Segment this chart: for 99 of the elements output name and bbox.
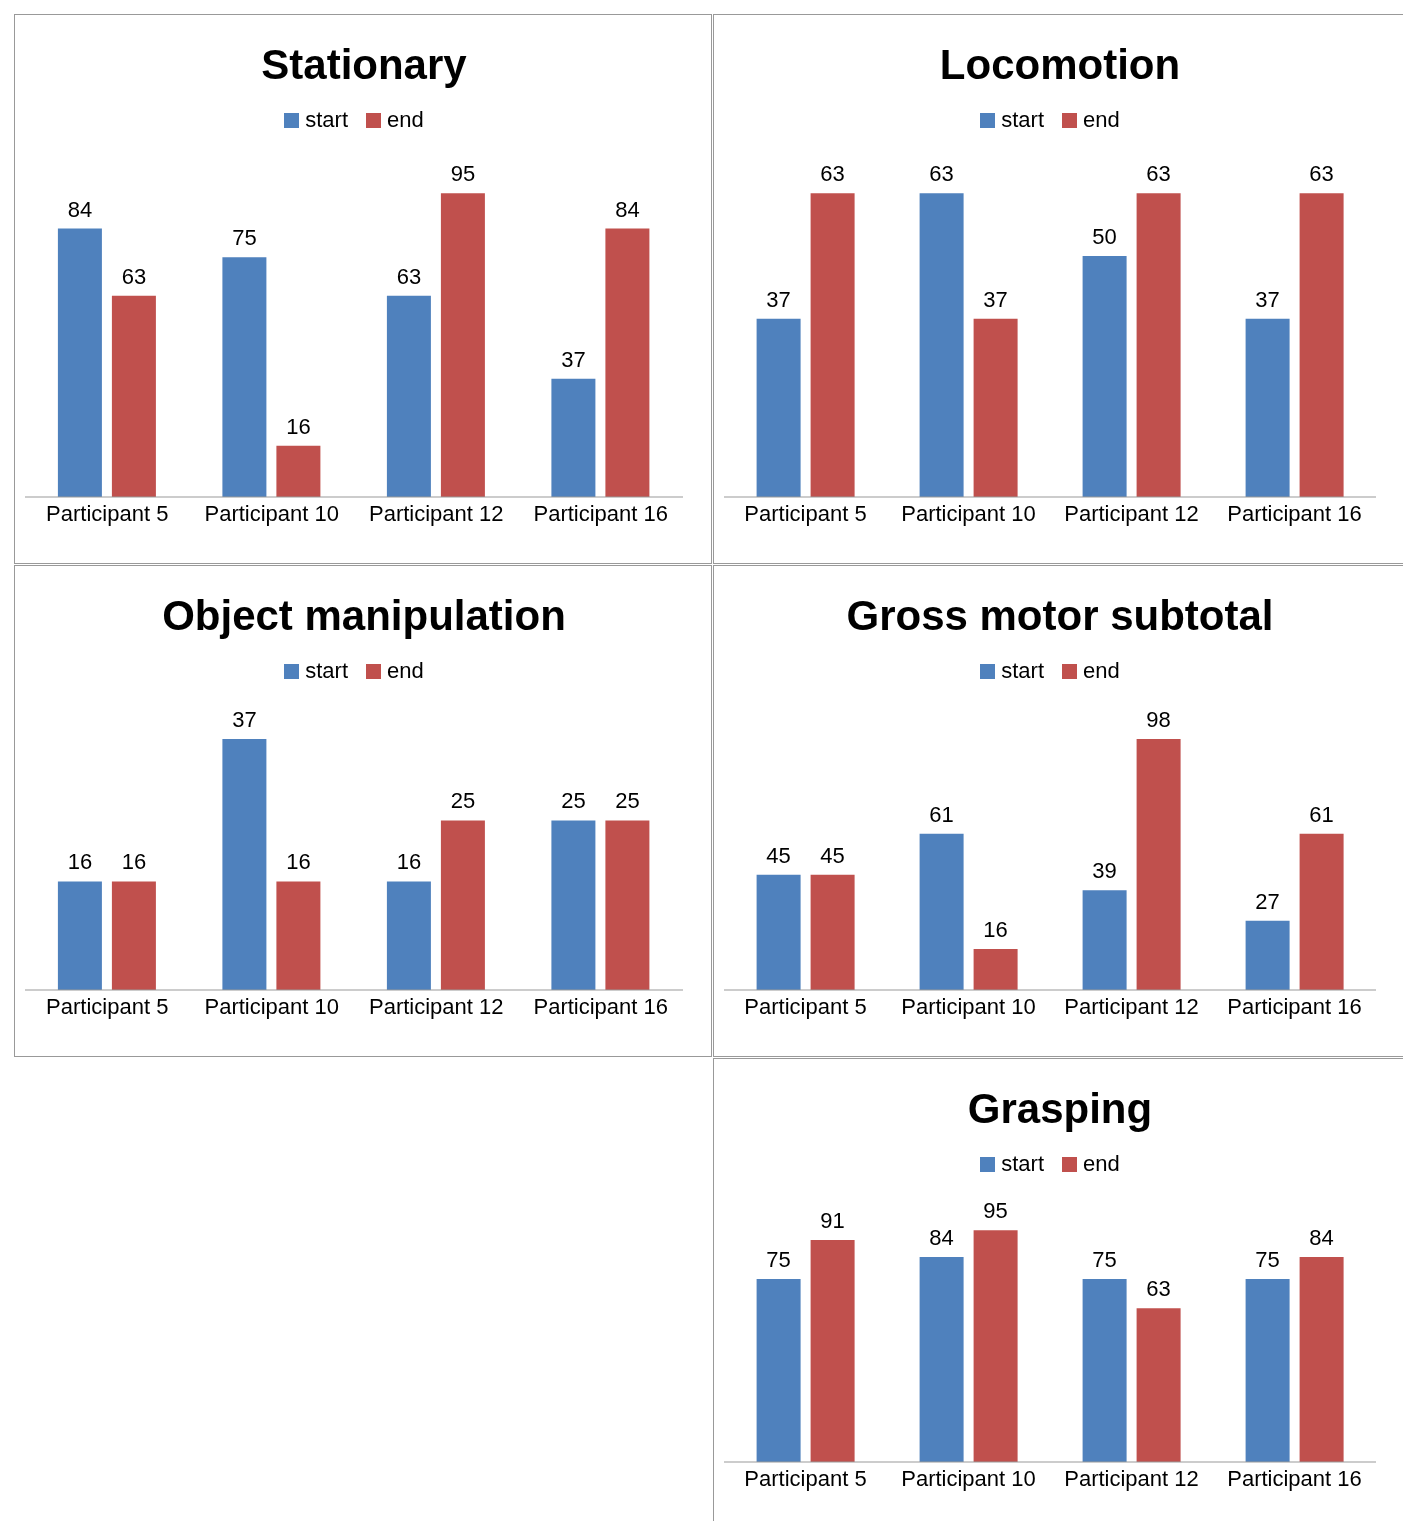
bar xyxy=(551,378,596,497)
data-label: 37 xyxy=(766,286,791,312)
chart-title: Object manipulation xyxy=(161,591,567,641)
x-tick-label: Participant 16 xyxy=(1227,993,1362,1019)
legend-label: end xyxy=(387,658,424,684)
data-label: 25 xyxy=(450,788,476,814)
bar xyxy=(810,1239,855,1462)
bar xyxy=(276,445,321,497)
data-label: 37 xyxy=(232,707,257,733)
bar xyxy=(440,193,485,497)
bar xyxy=(1299,1257,1344,1462)
x-tick-label: Participant 12 xyxy=(1064,1465,1199,1491)
data-label: 39 xyxy=(1092,858,1117,884)
data-label: 16 xyxy=(121,849,147,875)
bar xyxy=(1245,1278,1290,1462)
data-label: 37 xyxy=(561,346,586,372)
data-label: 16 xyxy=(67,849,93,875)
data-label: 63 xyxy=(1146,1276,1171,1302)
bar xyxy=(57,228,102,497)
legend-label: end xyxy=(387,107,424,133)
data-label: 63 xyxy=(1146,161,1171,187)
x-tick-label: Participant 10 xyxy=(204,500,340,526)
data-label: 61 xyxy=(929,801,954,827)
data-label: 84 xyxy=(67,196,93,222)
x-tick-label: Participant 5 xyxy=(744,993,867,1019)
x-tick-label: Participant 10 xyxy=(901,500,1036,526)
data-label: 16 xyxy=(396,849,422,875)
bar xyxy=(111,295,156,497)
chart-title: Gross motor subtotal xyxy=(845,591,1275,641)
x-tick-label: Participant 12 xyxy=(1064,500,1199,526)
bar xyxy=(1245,920,1290,990)
chart-title: Locomotion xyxy=(938,40,1182,90)
x-tick-label: Participant 16 xyxy=(533,500,669,526)
bar xyxy=(386,295,431,497)
x-tick-label: Participant 5 xyxy=(744,1465,867,1491)
data-label: 25 xyxy=(561,788,586,814)
bar xyxy=(1299,833,1344,990)
legend-label: end xyxy=(1083,1151,1120,1177)
chart-title: Grasping xyxy=(966,1084,1154,1134)
legend-label: start xyxy=(1001,1151,1045,1177)
data-label: 25 xyxy=(615,788,640,814)
data-label: 37 xyxy=(1255,286,1280,312)
data-label: 95 xyxy=(450,161,476,187)
data-label: 27 xyxy=(1255,888,1280,914)
data-label: 61 xyxy=(1309,801,1334,827)
data-label: 45 xyxy=(766,842,791,868)
data-label: 75 xyxy=(1255,1246,1280,1272)
x-tick-label: Participant 12 xyxy=(1064,993,1199,1019)
data-label: 37 xyxy=(983,286,1008,312)
data-label: 84 xyxy=(929,1225,954,1251)
x-tick-label: Participant 12 xyxy=(368,993,504,1019)
data-label: 75 xyxy=(1092,1246,1117,1272)
x-tick-label: Participant 16 xyxy=(1227,500,1362,526)
data-label: 63 xyxy=(1309,161,1334,187)
legend-label: start xyxy=(305,658,349,684)
bar xyxy=(1136,739,1181,990)
x-tick-label: Participant 12 xyxy=(368,500,504,526)
x-tick-label: Participant 16 xyxy=(1227,1465,1362,1491)
x-tick-label: Participant 10 xyxy=(901,1465,1036,1491)
data-label: 63 xyxy=(820,161,845,187)
data-label: 63 xyxy=(396,263,422,289)
legend-label: end xyxy=(1083,658,1120,684)
chart-title: Stationary xyxy=(260,40,468,90)
bar xyxy=(810,874,855,990)
legend-label: start xyxy=(1001,107,1045,133)
data-label: 95 xyxy=(983,1198,1008,1224)
x-tick-label: Participant 5 xyxy=(744,500,867,526)
x-tick-label: Participant 5 xyxy=(46,993,169,1019)
legend-label: start xyxy=(305,107,349,133)
bar xyxy=(1082,890,1127,990)
legend-label: end xyxy=(1083,107,1120,133)
bar xyxy=(756,1278,801,1462)
data-label: 63 xyxy=(929,161,954,187)
data-label: 63 xyxy=(121,263,147,289)
bar xyxy=(605,228,650,497)
bar xyxy=(222,257,267,497)
bar xyxy=(919,833,964,990)
data-label: 84 xyxy=(615,196,640,222)
data-label: 84 xyxy=(1309,1225,1334,1251)
data-label: 50 xyxy=(1092,224,1117,250)
x-tick-label: Participant 16 xyxy=(533,993,669,1019)
x-tick-label: Participant 10 xyxy=(204,993,340,1019)
data-label: 91 xyxy=(820,1207,845,1233)
data-label: 98 xyxy=(1146,707,1171,733)
data-label: 75 xyxy=(766,1246,791,1272)
x-tick-label: Participant 5 xyxy=(46,500,169,526)
data-label: 16 xyxy=(286,849,311,875)
bar xyxy=(756,874,801,990)
bar xyxy=(1082,1278,1127,1462)
legend-label: start xyxy=(1001,658,1045,684)
x-tick-label: Participant 10 xyxy=(901,993,1036,1019)
data-label: 16 xyxy=(286,413,311,439)
bar xyxy=(1136,1308,1181,1462)
data-label: 75 xyxy=(232,225,257,251)
data-label: 45 xyxy=(820,842,845,868)
bar xyxy=(919,1257,964,1462)
bar xyxy=(973,949,1018,990)
data-label: 16 xyxy=(983,917,1008,943)
bar xyxy=(973,1230,1018,1462)
